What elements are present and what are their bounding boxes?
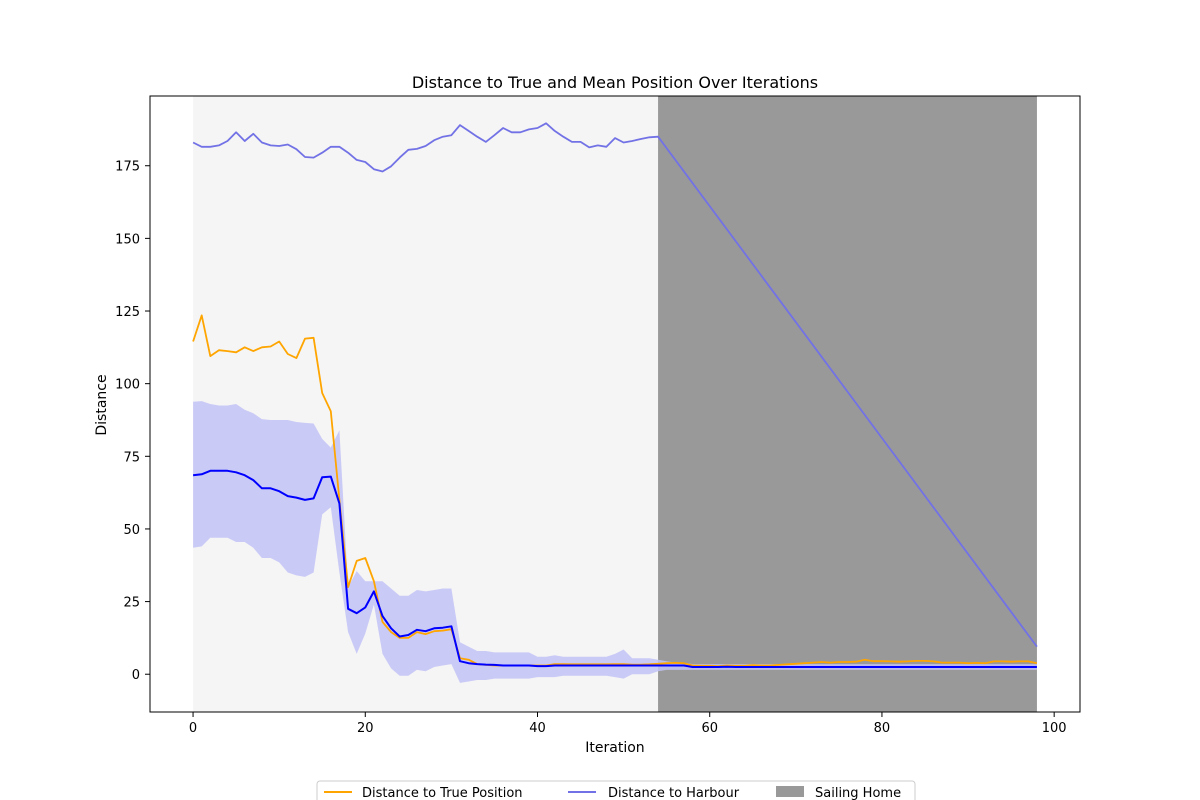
x-axis-title: Iteration — [585, 740, 644, 756]
legend-label-true-position: Distance to True Position — [362, 786, 523, 800]
x-tick-label: 60 — [701, 721, 718, 736]
y-tick-label: 175 — [115, 160, 140, 175]
x-tick-label: 0 — [189, 721, 197, 736]
x-tick-label: 20 — [357, 721, 374, 736]
x-tick-label: 80 — [874, 721, 891, 736]
series-line-1 — [192, 122, 1038, 648]
y-tick-label: 75 — [123, 450, 140, 465]
legend-label-harbour: Distance to Harbour — [608, 786, 740, 800]
shaded-span-1 — [658, 96, 1037, 712]
y-tick-label: 50 — [123, 523, 140, 538]
series-line-0 — [192, 314, 1038, 667]
y-tick-label: 0 — [132, 668, 140, 683]
y-axis: 0 25 50 75 100 125 150 175 — [115, 160, 150, 683]
y-tick-label: 25 — [123, 596, 140, 611]
series-lines — [192, 122, 1038, 668]
shaded-spans — [193, 96, 1037, 712]
y-tick-label: 150 — [115, 232, 140, 247]
legend: Distance to True Position Distance to Ha… — [316, 780, 916, 800]
band-area — [193, 401, 1037, 683]
y-tick-label: 125 — [115, 305, 140, 320]
y-axis-title: Distance — [94, 374, 110, 435]
y-tick-label: 100 — [115, 378, 140, 393]
confidence-band — [193, 401, 1037, 683]
series-line-2 — [192, 469, 1037, 668]
chart-title: Distance to True and Mean Position Over … — [412, 73, 818, 92]
plot-frame — [149, 95, 1081, 713]
x-tick-label: 40 — [529, 721, 546, 736]
x-axis: 0 20 40 60 80 100 — [189, 712, 1067, 736]
legend-label-sailing-home: Sailing Home — [815, 786, 901, 800]
legend-frame — [316, 780, 916, 800]
legend-swatch-sailing-home — [776, 786, 804, 797]
x-tick-label: 100 — [1042, 721, 1067, 736]
